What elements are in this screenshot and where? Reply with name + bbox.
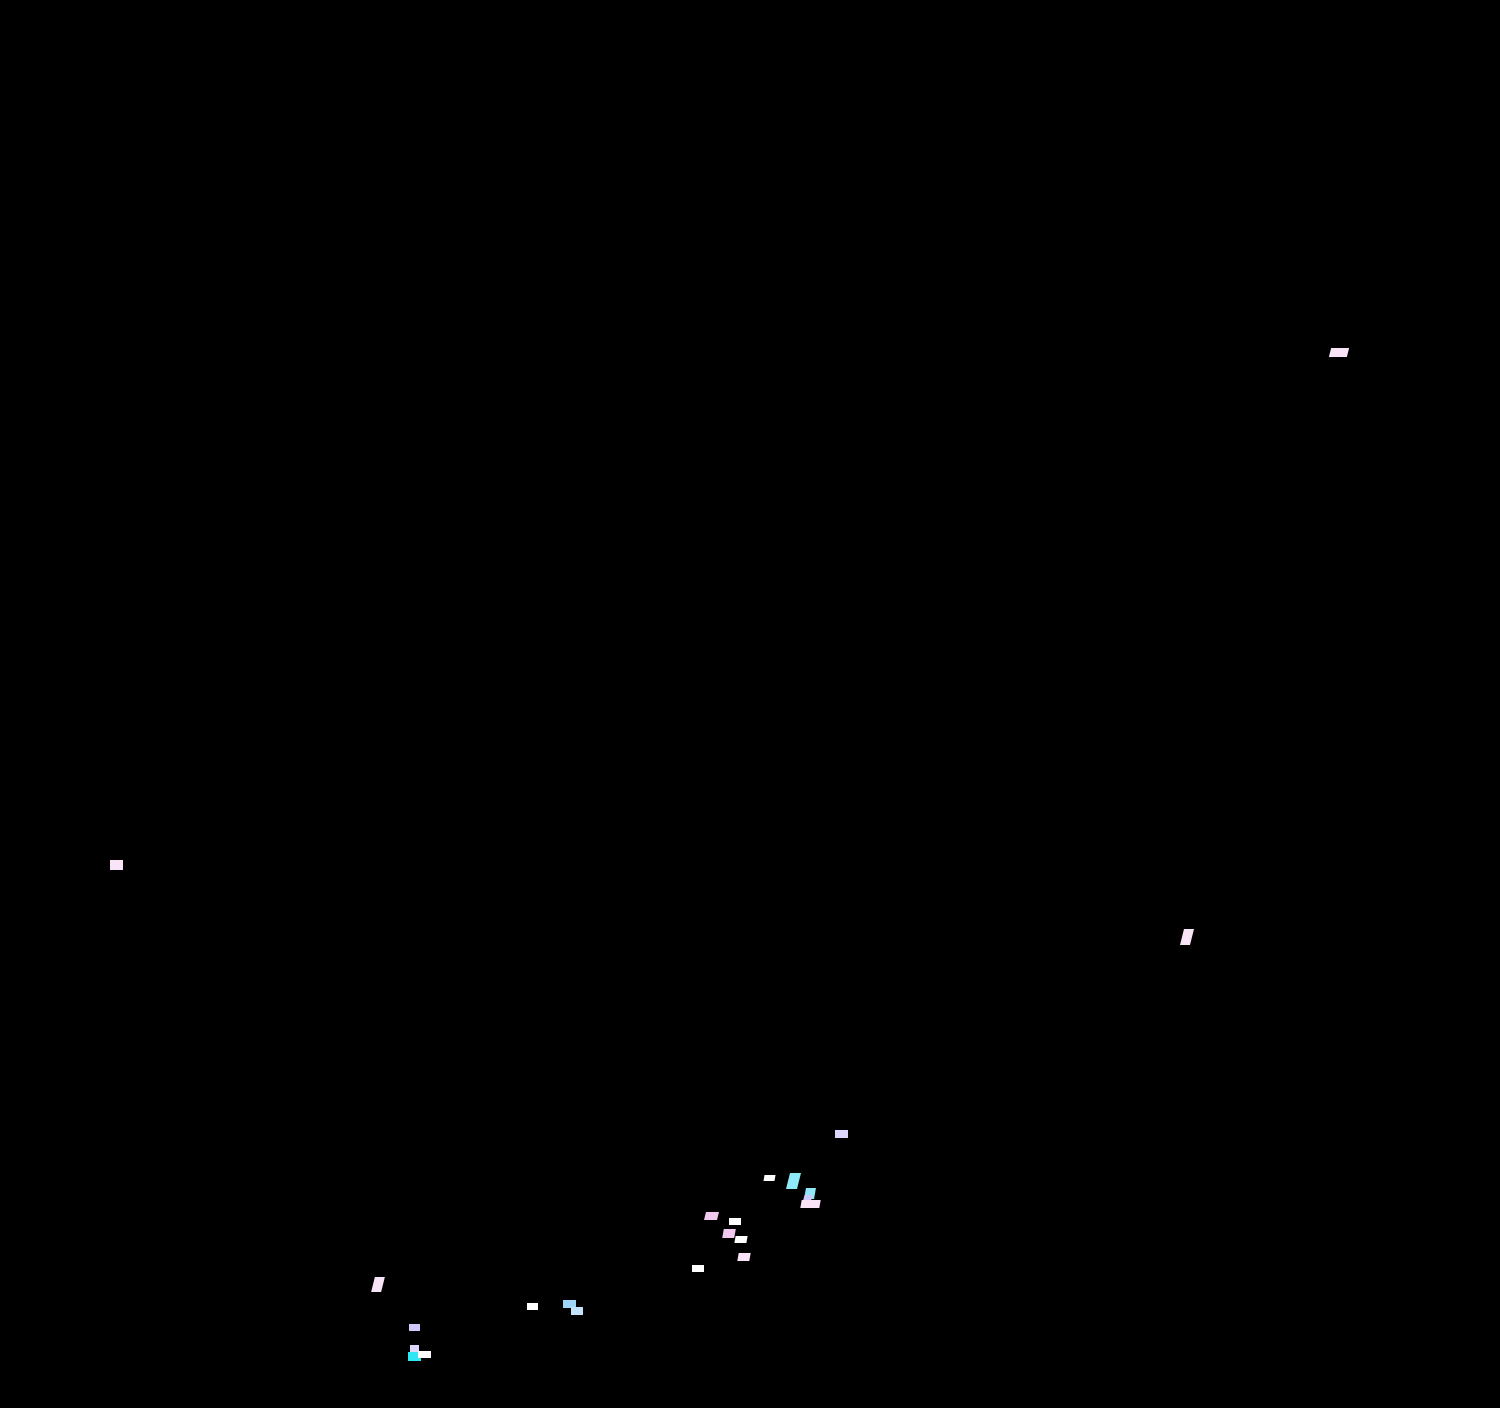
fragment-white-cluster-c [729,1218,741,1225]
fragment-cyan-bottom [408,1352,421,1361]
fragment-white-lower-mid [527,1303,538,1310]
fragment-white-cluster-a [763,1175,776,1181]
fragment-pink-top-right [1328,348,1350,357]
fragment-blue-lower-mid-a [563,1300,576,1308]
fragment-cyan-tall [786,1173,801,1189]
fragment-white-cluster-e [734,1236,748,1243]
fragment-pink-left-mid [110,860,123,870]
fragment-lavender-bottom-b [410,1345,419,1355]
fragment-blue-lower-mid-b [571,1307,583,1315]
fragment-pink-l-foot [800,1200,821,1208]
fragment-pink-right-mid [1180,929,1194,945]
fragment-pink-lower-left [371,1277,385,1292]
fragment-pink-cluster-f [737,1253,751,1261]
fragment-white-bottom [418,1351,431,1358]
fragment-lavender-bottom [409,1324,420,1331]
fragment-pink-cluster-b [704,1212,719,1220]
fragment-pink-cluster-d [722,1229,736,1238]
fragment-white-cluster-g [692,1265,704,1272]
fragment-lavender-upper-cluster [835,1130,848,1138]
